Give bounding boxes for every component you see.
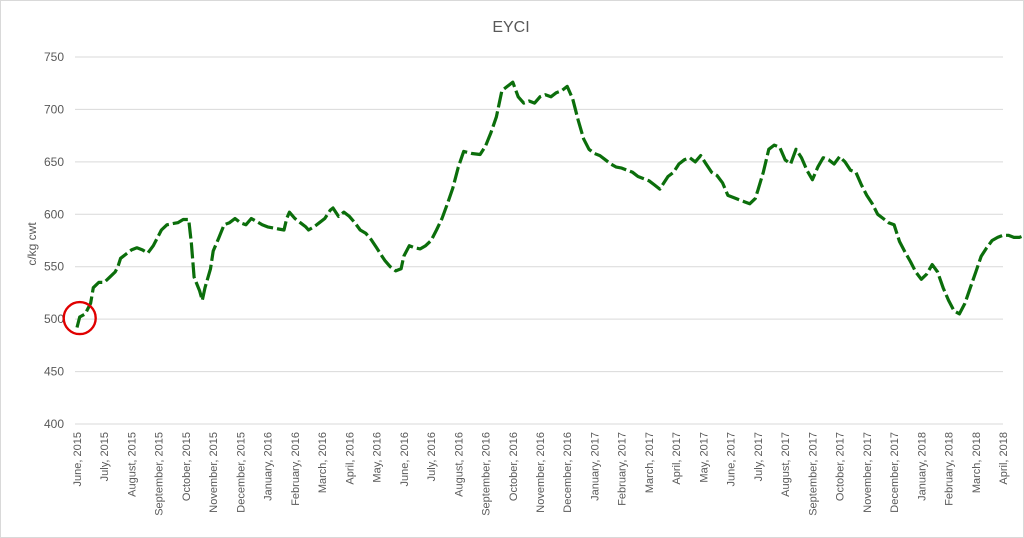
x-tick-label: April, 2016: [344, 432, 356, 485]
x-tick-label: April, 2017: [671, 432, 683, 485]
x-tick-label: August, 2015: [126, 432, 138, 497]
x-tick-label: February, 2018: [944, 432, 956, 506]
x-tick-label: June, 2016: [399, 432, 411, 486]
x-tick-label: July, 2017: [753, 432, 765, 481]
x-tick-label: December, 2015: [235, 432, 247, 513]
y-tick-label: 550: [44, 260, 64, 274]
y-tick-label: 700: [44, 102, 64, 116]
y-axis-ticks: 400 450 500 550 600 650 700 750: [44, 50, 64, 431]
x-tick-label: January, 2018: [916, 432, 928, 501]
x-tick-label: March, 2018: [971, 432, 983, 493]
x-tick-label: May, 2017: [698, 432, 710, 483]
y-tick-label: 750: [44, 50, 64, 64]
gridlines: [75, 56, 1003, 425]
x-tick-label: September, 2015: [154, 432, 166, 516]
x-tick-label: October, 2015: [181, 432, 193, 501]
y-tick-label: 650: [44, 155, 64, 169]
x-tick-label: January, 2016: [263, 432, 275, 501]
annotation-circle: [62, 300, 97, 336]
chart-title: EYCI: [492, 19, 529, 36]
x-tick-label: November, 2017: [862, 432, 874, 513]
x-tick-label: June, 2015: [72, 432, 84, 486]
x-tick-label: October, 2017: [835, 432, 847, 501]
x-tick-label: January, 2017: [589, 432, 601, 501]
x-tick-label: September, 2017: [807, 432, 819, 516]
y-tick-label: 400: [44, 417, 64, 431]
y-tick-label: 500: [44, 312, 64, 326]
annotations: [62, 300, 97, 336]
series-line: [75, 80, 1024, 328]
x-tick-label: December, 2016: [562, 432, 574, 513]
x-tick-label: April, 2018: [998, 432, 1010, 485]
x-tick-label: October, 2016: [508, 432, 520, 501]
x-tick-label: September, 2016: [481, 432, 493, 516]
x-tick-label: February, 2017: [617, 432, 629, 506]
x-tick-label: March, 2017: [644, 432, 656, 493]
x-tick-label: August, 2016: [453, 432, 465, 497]
y-tick-label: 600: [44, 207, 64, 221]
y-axis-label: c/kg cwt: [25, 222, 39, 266]
x-tick-label: March, 2016: [317, 432, 329, 493]
x-tick-label: November, 2015: [208, 432, 220, 513]
x-tick-label: December, 2017: [889, 432, 901, 513]
x-tick-label: May, 2016: [372, 432, 384, 483]
x-tick-label: June, 2017: [726, 432, 738, 486]
x-tick-label: August, 2017: [780, 432, 792, 497]
x-tick-label: July, 2016: [426, 432, 438, 481]
x-tick-label: July, 2015: [99, 432, 111, 481]
x-axis-ticks: June, 2015 July, 2015 August, 2015 Septembe…: [72, 432, 1010, 516]
x-tick-label: November, 2016: [535, 432, 547, 513]
y-tick-label: 450: [44, 365, 64, 379]
series-eyci: [75, 80, 1024, 328]
x-tick-label: February, 2016: [290, 432, 302, 506]
